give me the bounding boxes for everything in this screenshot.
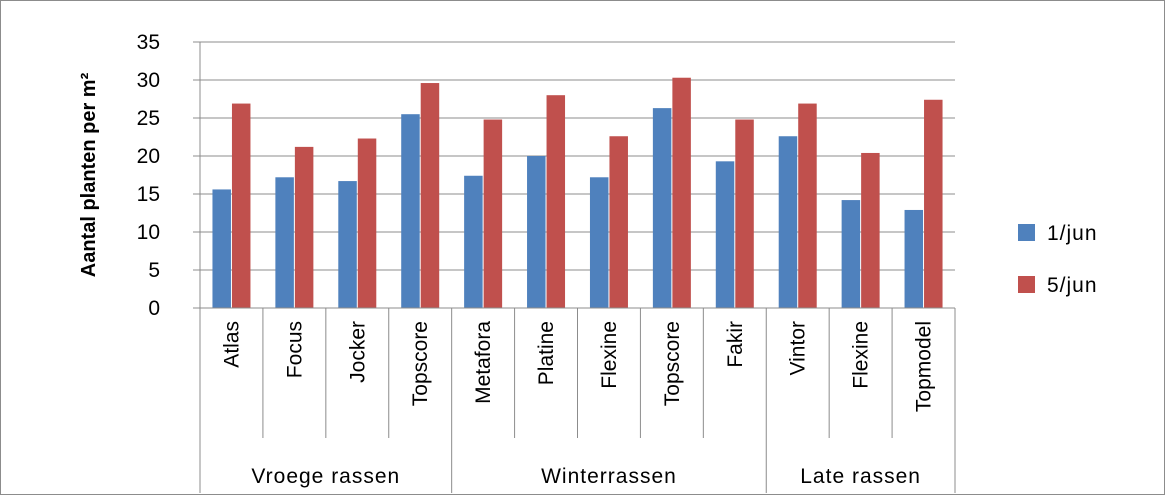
legend: 1/jun 5/jun [1018, 222, 1098, 297]
category-label: Jocker [346, 321, 369, 383]
bar-series-1 [401, 114, 420, 308]
y-tick-label: 5 [148, 259, 160, 282]
category-labels: Atlas Focus Jocker Topscore Metafora Platine F… [220, 321, 935, 412]
bar-series-1 [464, 175, 483, 308]
group-label: Vroege rassen [251, 465, 400, 488]
group-labels: Vroege rassen Winterrassen Late rassen [251, 465, 921, 488]
group-label: Winterrassen [541, 465, 677, 488]
category-label: Topscore [661, 321, 684, 406]
bar-series-2 [483, 119, 503, 309]
bar-series-2 [735, 119, 754, 309]
bar-series-1 [338, 181, 357, 308]
axes [193, 41, 956, 493]
category-label: Focus [283, 321, 306, 378]
category-label: Atlas [220, 321, 243, 368]
bar-series-1 [715, 161, 735, 308]
y-tick-label: 10 [137, 221, 160, 244]
y-tick-labels: 0 5 10 15 20 25 30 35 [137, 31, 160, 320]
bar-series-2 [672, 77, 691, 308]
legend-label: 5/jun [1047, 274, 1098, 297]
bar-series-1 [275, 177, 294, 308]
bar-series-1 [904, 209, 924, 308]
category-label: Platine [535, 321, 558, 385]
bar-series-2 [861, 152, 880, 308]
legend-swatch [1018, 276, 1035, 293]
bar-series-2 [546, 95, 566, 308]
bar-series-1 [212, 189, 231, 308]
y-axis-label: Aantal planten per m² [78, 72, 100, 277]
category-label: Vintor [787, 321, 810, 375]
gridlines [200, 41, 955, 271]
y-tick-label: 25 [137, 107, 160, 130]
legend-label: 1/jun [1047, 222, 1098, 245]
bar-series-1 [589, 177, 609, 308]
category-label: Flexine [598, 321, 621, 389]
category-label: Metafora [472, 321, 495, 404]
group-label: Late rassen [800, 465, 921, 488]
category-label: Flexine [850, 321, 873, 389]
legend-swatch [1018, 224, 1035, 241]
category-label: Fakir [724, 321, 747, 368]
bar-series-2 [294, 146, 314, 308]
bar-series-1 [652, 108, 672, 309]
bar-series-1 [841, 200, 861, 308]
category-label: Topscore [409, 321, 432, 406]
bar-series-1 [778, 136, 798, 308]
bars [212, 77, 943, 309]
y-tick-label: 30 [137, 69, 160, 92]
y-tick-label: 20 [137, 145, 160, 168]
bar-series-2 [609, 136, 628, 308]
bar-series-2 [231, 103, 251, 308]
bar-series-2 [798, 103, 817, 308]
y-tick-label: 15 [137, 183, 160, 206]
bar-series-1 [527, 156, 546, 308]
y-tick-label: 0 [148, 297, 160, 320]
bar-series-2 [924, 99, 943, 308]
category-label: Topmodel [913, 321, 936, 412]
y-tick-label: 35 [137, 31, 160, 54]
bar-series-2 [420, 83, 440, 308]
bar-series-2 [357, 138, 377, 308]
